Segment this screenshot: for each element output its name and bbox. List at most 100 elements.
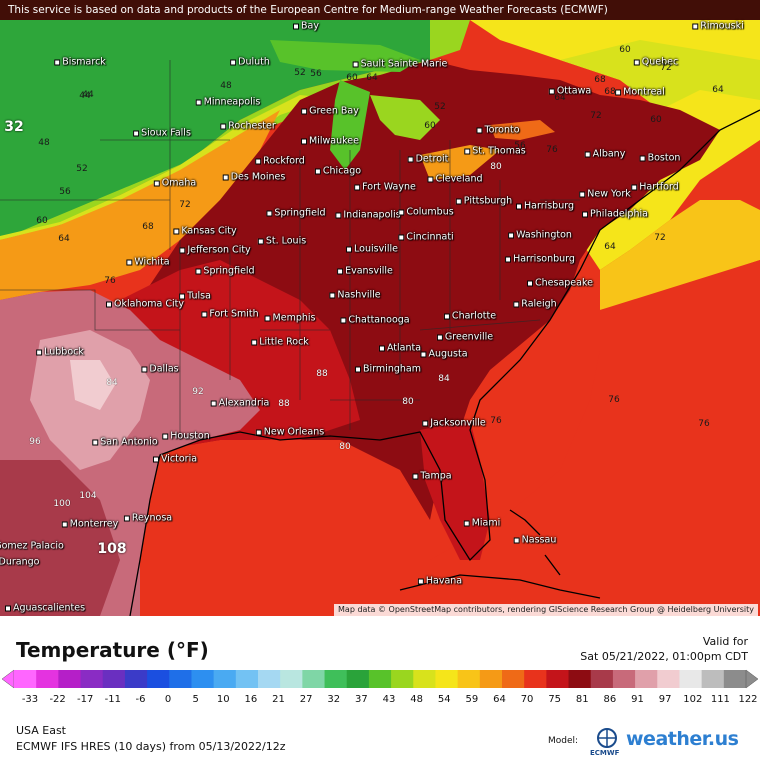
city-label: Nashville — [329, 289, 381, 301]
city-marker-icon — [152, 456, 159, 462]
weather-us-logo[interactable]: weather.us — [626, 728, 739, 750]
city-name: Boston — [647, 152, 681, 164]
city-label: Green Bay — [301, 106, 359, 117]
colorbar-tick-label: 32 — [327, 694, 341, 705]
isotherm-value: 64 — [58, 234, 70, 244]
isotherm-value: 72 — [654, 233, 666, 243]
isotherm-value: 48 — [38, 138, 50, 148]
isotherm-value: 80 — [339, 442, 351, 452]
colorbar-swatch — [413, 670, 436, 688]
city-label: San Antonio — [92, 437, 158, 448]
city-label: Monterrey — [61, 519, 118, 530]
colorbar-swatch — [612, 670, 636, 688]
temperature-field — [0, 20, 760, 616]
city-label: Evansville — [337, 266, 393, 277]
city-name: Little Rock — [259, 336, 309, 348]
city-label: Durango — [0, 557, 39, 568]
city-name: Durango — [0, 556, 40, 568]
city-label: Aguascalientes — [4, 603, 85, 614]
city-name: Ottawa — [556, 85, 592, 97]
colorbar-swatch — [280, 670, 303, 688]
city-label: Toronto — [476, 125, 520, 136]
isotherm-value: 44 — [79, 91, 91, 101]
valid-for-label: Valid for — [702, 635, 748, 648]
city-label: Rockford — [255, 156, 305, 167]
city-marker-icon — [584, 151, 591, 157]
city-label: Memphis — [264, 313, 315, 324]
model-run-info: ECMWF IFS HRES (10 days) from 05/13/2022… — [16, 740, 286, 753]
city-name: Cleveland — [435, 173, 483, 185]
city-label: Little Rock — [251, 337, 309, 348]
colorbar-swatch — [546, 670, 570, 688]
isotherm-value: 76 — [698, 419, 710, 429]
city-name: Reynosa — [131, 512, 173, 524]
city-name: Augusta — [428, 348, 468, 360]
colorbar-swatch — [435, 670, 459, 688]
city-name: Dallas — [149, 363, 179, 375]
city-label: Lubbock — [36, 347, 84, 358]
city-name: Springfield — [203, 265, 255, 277]
colorbar-swatch — [169, 670, 192, 688]
colorbar-swatch — [524, 670, 547, 688]
colorbar-swatch — [36, 670, 59, 688]
temperature-map[interactable]: This service is based on data and produc… — [0, 0, 760, 616]
colorbar-swatch — [302, 670, 326, 688]
city-label: Duluth — [230, 57, 270, 68]
city-name: Bismarck — [62, 56, 106, 68]
isotherm-value: 92 — [192, 387, 204, 397]
city-name: Charlotte — [451, 310, 497, 322]
colorbar-tick-label: -17 — [77, 694, 94, 705]
colorbar-tick-label: 27 — [299, 694, 313, 705]
city-name: Hartford — [639, 181, 679, 193]
city-marker-icon — [153, 180, 160, 186]
city-label: Reynosa — [123, 512, 173, 524]
isotherm-value: 60 — [619, 45, 631, 55]
city-name: Nassau — [521, 534, 557, 546]
city-marker-icon — [201, 311, 208, 317]
city-marker-icon — [513, 537, 520, 543]
city-marker-icon — [106, 301, 112, 307]
city-name: Chesapeake — [535, 277, 593, 289]
city-marker-icon — [293, 23, 300, 29]
colorbar-ticks: -33 -22 -17 -11 -6 0 5 10 16 21 27 32 37 43 48 54 59 64 70… — [0, 694, 760, 708]
city-name: St. Louis — [265, 235, 307, 247]
city-label: Augusta — [420, 348, 468, 360]
colorbar-swatch — [568, 670, 592, 688]
isotherm-value: 56 — [59, 187, 71, 197]
city-label: Ottawa — [548, 85, 592, 97]
city-name: Nashville — [337, 289, 381, 301]
city-label: Chicago — [314, 166, 361, 177]
city-name: Tampa — [420, 470, 452, 482]
valid-date: Sat 05/21/2022, 01:00pm CDT — [580, 650, 748, 663]
city-label: Indianapolis — [335, 209, 401, 221]
city-marker-icon — [173, 228, 180, 234]
city-marker-icon — [354, 184, 361, 190]
city-label: Houston — [162, 431, 210, 442]
colorbar-swatch — [590, 670, 614, 688]
colorbar-tick-label: -6 — [135, 694, 146, 705]
city-marker-icon — [412, 473, 419, 479]
colorbar-swatch — [391, 670, 414, 688]
colorbar-tick-label: 102 — [683, 694, 703, 705]
colorbar-swatch — [701, 670, 725, 688]
colorbar-swatch — [324, 670, 348, 688]
colorbar-tick-label: 64 — [493, 694, 506, 705]
city-label: Tampa — [412, 470, 452, 482]
city-marker-icon — [92, 439, 99, 445]
isotherm-value: 64 — [604, 242, 616, 252]
colorbar-swatch — [502, 670, 525, 688]
city-marker-icon — [476, 127, 483, 133]
city-name: Indianapolis — [343, 209, 401, 221]
city-label: Chattanooga — [340, 315, 410, 326]
city-marker-icon — [255, 158, 262, 164]
city-label: St. Louis — [257, 235, 307, 247]
colorbar-tick-label: 0 — [164, 694, 172, 705]
city-name: Omaha — [161, 177, 197, 189]
colorbar-swatch — [723, 670, 747, 688]
isotherm-value: 68 — [594, 75, 606, 85]
city-name: New York — [587, 188, 631, 200]
colorbar-tick-label: 54 — [437, 694, 451, 705]
city-marker-icon — [141, 366, 148, 372]
city-marker-icon — [179, 293, 186, 299]
city-name: Springfield — [274, 207, 326, 219]
